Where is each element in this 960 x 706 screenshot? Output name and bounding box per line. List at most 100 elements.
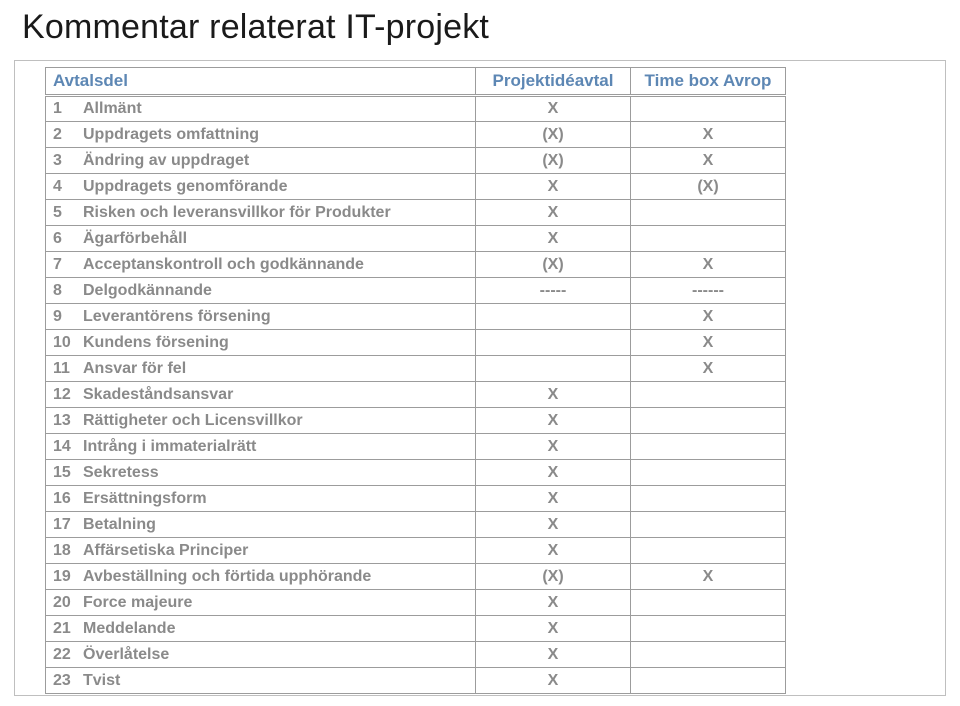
table-row: 5Risken och leveransvillkor för Produkte… bbox=[46, 200, 786, 226]
row-label: Force majeure bbox=[83, 594, 192, 611]
row-number: 1 bbox=[53, 100, 83, 118]
row-label: Kundens försening bbox=[83, 334, 229, 351]
cell-timebox-avrop bbox=[631, 486, 786, 512]
cell-projektideavtal: X bbox=[476, 486, 631, 512]
row-label: Överlåtelse bbox=[83, 646, 169, 663]
cell-label: 8Delgodkännande bbox=[46, 278, 476, 304]
cell-projektideavtal: (X) bbox=[476, 564, 631, 590]
table-row: 18Affärsetiska PrinciperX bbox=[46, 538, 786, 564]
cell-projektideavtal: X bbox=[476, 408, 631, 434]
cell-projektideavtal: (X) bbox=[476, 148, 631, 174]
cell-projektideavtal: X bbox=[476, 512, 631, 538]
cell-projektideavtal: X bbox=[476, 616, 631, 642]
row-number: 4 bbox=[53, 178, 83, 196]
table-row: 21MeddelandeX bbox=[46, 616, 786, 642]
row-label: Delgodkännande bbox=[83, 282, 212, 299]
cell-timebox-avrop bbox=[631, 590, 786, 616]
cell-projektideavtal: X bbox=[476, 460, 631, 486]
row-number: 19 bbox=[53, 568, 83, 586]
cell-projektideavtal: X bbox=[476, 642, 631, 668]
row-label: Ersättningsform bbox=[83, 490, 207, 507]
cell-label: 14Intrång i immaterialrätt bbox=[46, 434, 476, 460]
cell-label: 18Affärsetiska Principer bbox=[46, 538, 476, 564]
cell-label: 12Skadeståndsansvar bbox=[46, 382, 476, 408]
row-label: Betalning bbox=[83, 516, 156, 533]
cell-label: 4Uppdragets genomförande bbox=[46, 174, 476, 200]
table-row: 1AllmäntX bbox=[46, 96, 786, 122]
row-label: Rättigheter och Licensvillkor bbox=[83, 412, 303, 429]
cell-label: 22Överlåtelse bbox=[46, 642, 476, 668]
table-row: 13Rättigheter och Licensvillkor X bbox=[46, 408, 786, 434]
cell-timebox-avrop: X bbox=[631, 304, 786, 330]
row-label: Leverantörens försening bbox=[83, 308, 271, 325]
cell-timebox-avrop: X bbox=[631, 356, 786, 382]
cell-projektideavtal: X bbox=[476, 590, 631, 616]
cell-timebox-avrop bbox=[631, 408, 786, 434]
cell-projektideavtal: X bbox=[476, 96, 631, 122]
cell-projektideavtal: X bbox=[476, 200, 631, 226]
table-row: 23TvistX bbox=[46, 668, 786, 694]
cell-label: 3Ändring av uppdraget bbox=[46, 148, 476, 174]
cell-timebox-avrop bbox=[631, 382, 786, 408]
cell-label: 21Meddelande bbox=[46, 616, 476, 642]
row-number: 5 bbox=[53, 204, 83, 222]
row-label: Ägarförbehåll bbox=[83, 230, 187, 247]
row-label: Acceptanskontroll och godkännande bbox=[83, 256, 364, 273]
table-header-row: Avtalsdel Projektidéavtal Time box Avrop bbox=[46, 68, 786, 96]
page-title: Kommentar relaterat IT-projekt bbox=[0, 0, 960, 47]
cell-timebox-avrop: X bbox=[631, 564, 786, 590]
header-avtalsdel: Avtalsdel bbox=[46, 68, 476, 96]
content-frame: Avtalsdel Projektidéavtal Time box Avrop… bbox=[14, 60, 946, 696]
table-row: 9Leverantörens förseningX bbox=[46, 304, 786, 330]
row-number: 10 bbox=[53, 334, 83, 352]
cell-timebox-avrop: X bbox=[631, 148, 786, 174]
table-row: 10Kundens förseningX bbox=[46, 330, 786, 356]
cell-timebox-avrop bbox=[631, 226, 786, 252]
cell-projektideavtal: X bbox=[476, 538, 631, 564]
row-label: Skadeståndsansvar bbox=[83, 386, 233, 403]
table-row: 20Force majeureX bbox=[46, 590, 786, 616]
cell-projektideavtal bbox=[476, 304, 631, 330]
header-timebox-avrop: Time box Avrop bbox=[631, 68, 786, 96]
table-row: 22ÖverlåtelseX bbox=[46, 642, 786, 668]
table-row: 11Ansvar för felX bbox=[46, 356, 786, 382]
table-row: 14Intrång i immaterialrättX bbox=[46, 434, 786, 460]
cell-timebox-avrop bbox=[631, 200, 786, 226]
row-label: Risken och leveransvillkor för Produkter bbox=[83, 204, 391, 221]
table-row: 12SkadeståndsansvarX bbox=[46, 382, 786, 408]
cell-label: 2Uppdragets omfattning bbox=[46, 122, 476, 148]
cell-label: 17Betalning bbox=[46, 512, 476, 538]
row-number: 20 bbox=[53, 594, 83, 612]
cell-timebox-avrop bbox=[631, 616, 786, 642]
cell-label: 6Ägarförbehåll bbox=[46, 226, 476, 252]
cell-projektideavtal: X bbox=[476, 226, 631, 252]
row-number: 3 bbox=[53, 152, 83, 170]
row-label: Ändring av uppdraget bbox=[83, 152, 249, 169]
row-number: 7 bbox=[53, 256, 83, 274]
row-label: Sekretess bbox=[83, 464, 159, 481]
table-row: 16Ersättningsform X bbox=[46, 486, 786, 512]
cell-label: 5Risken och leveransvillkor för Produkte… bbox=[46, 200, 476, 226]
cell-label: 1Allmänt bbox=[46, 96, 476, 122]
row-number: 15 bbox=[53, 464, 83, 482]
cell-projektideavtal: X bbox=[476, 668, 631, 694]
cell-timebox-avrop bbox=[631, 96, 786, 122]
row-label: Uppdragets genomförande bbox=[83, 178, 287, 195]
row-label: Allmänt bbox=[83, 100, 142, 117]
row-number: 16 bbox=[53, 490, 83, 508]
row-number: 13 bbox=[53, 412, 83, 430]
row-number: 2 bbox=[53, 126, 83, 144]
row-number: 18 bbox=[53, 542, 83, 560]
table-row: 19Avbeställning och förtida upphörande(X… bbox=[46, 564, 786, 590]
row-number: 11 bbox=[53, 360, 83, 378]
table-row: 15Sekretess X bbox=[46, 460, 786, 486]
cell-label: 23Tvist bbox=[46, 668, 476, 694]
cell-projektideavtal: X bbox=[476, 382, 631, 408]
cell-projektideavtal: ----- bbox=[476, 278, 631, 304]
row-label: Uppdragets omfattning bbox=[83, 126, 259, 143]
cell-timebox-avrop bbox=[631, 434, 786, 460]
cell-label: 20Force majeure bbox=[46, 590, 476, 616]
cell-timebox-avrop bbox=[631, 512, 786, 538]
header-projektideavtal: Projektidéavtal bbox=[476, 68, 631, 96]
row-number: 21 bbox=[53, 620, 83, 638]
